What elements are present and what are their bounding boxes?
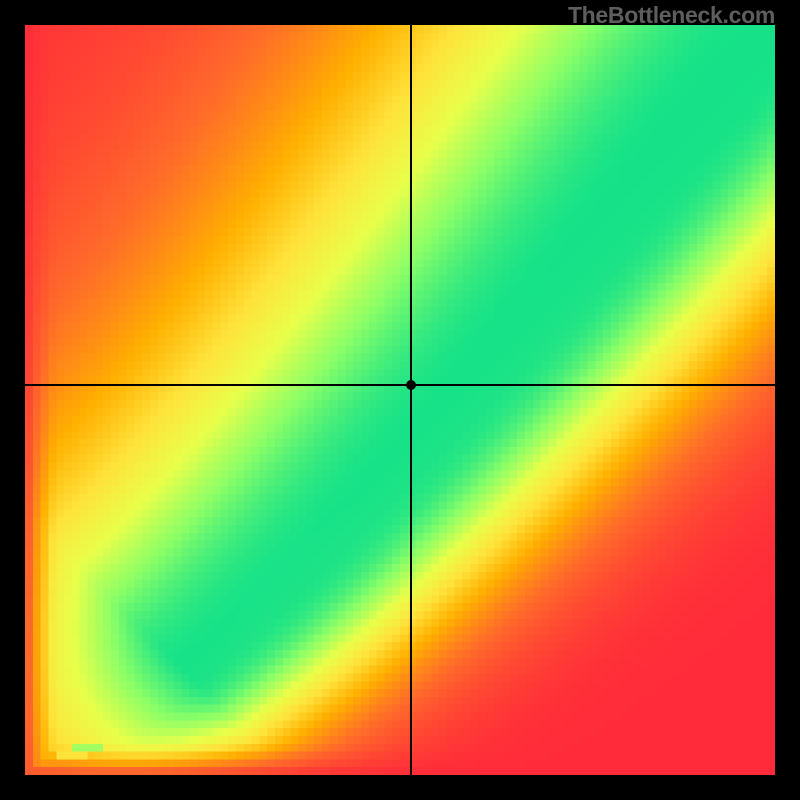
crosshair-horizontal <box>25 384 775 386</box>
watermark-text: TheBottleneck.com <box>568 2 775 29</box>
chart-container: { "watermark": { "text": "TheBottleneck.… <box>0 0 800 800</box>
bottleneck-heatmap <box>25 25 775 775</box>
crosshair-point <box>406 380 416 390</box>
crosshair-vertical <box>410 25 412 775</box>
